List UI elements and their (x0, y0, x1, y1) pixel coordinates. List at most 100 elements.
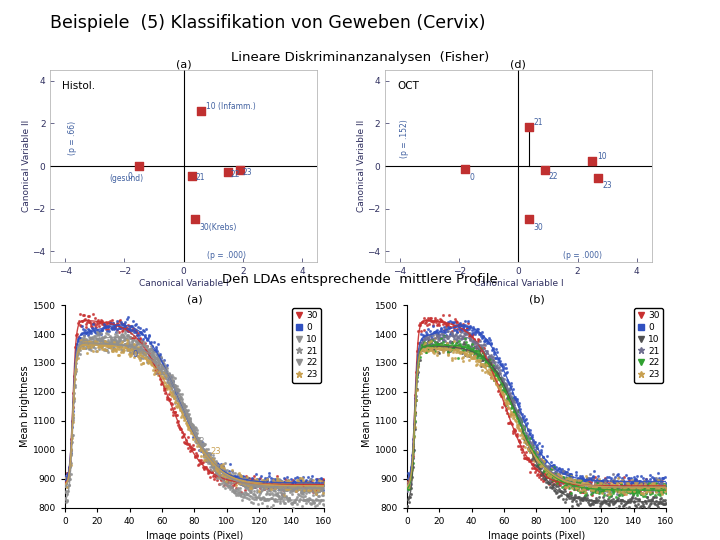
Point (572, 475, 583, 484)
Point (101, 340, 112, 349)
Point (240, 480, 251, 489)
Point (484, 359, 495, 367)
Point (118, 319, 130, 328)
Point (438, 346, 449, 354)
Point (640, 488, 652, 497)
Point (170, 393, 181, 401)
Point (288, 484, 300, 492)
Point (89, 338, 100, 347)
Point (251, 479, 263, 488)
Point (649, 480, 661, 489)
Point (182, 417, 194, 426)
Point (418, 343, 429, 352)
Point (554, 471, 566, 480)
Point (91, 338, 102, 346)
Point (660, 498, 672, 507)
Point (251, 477, 262, 486)
Point (288, 482, 300, 491)
Point (461, 345, 472, 354)
Point (168, 394, 180, 402)
Point (472, 325, 484, 334)
Point (117, 346, 128, 354)
Point (305, 482, 317, 491)
Point (66, 446, 77, 454)
Point (597, 485, 608, 494)
Point (479, 334, 490, 343)
Point (402, 482, 413, 491)
Point (644, 483, 656, 491)
Point (74, 349, 86, 358)
Point (616, 483, 627, 491)
Point (210, 470, 222, 478)
Point (460, 325, 472, 334)
Point (109, 322, 121, 330)
Point (96, 318, 107, 326)
Point (482, 338, 494, 347)
Point (85, 326, 96, 335)
Point (576, 485, 588, 494)
Point (194, 437, 205, 445)
Point (629, 487, 640, 495)
Point (464, 345, 475, 353)
Point (595, 480, 606, 489)
Point (264, 478, 276, 487)
Point (213, 464, 225, 473)
Point (540, 457, 552, 466)
Point (300, 491, 311, 500)
Point (270, 481, 282, 490)
Point (642, 485, 654, 494)
Point (170, 386, 181, 395)
Point (177, 409, 189, 417)
Point (274, 499, 286, 508)
Point (94, 318, 106, 326)
Point (618, 496, 629, 505)
Point (96, 330, 107, 339)
Point (402, 502, 413, 510)
Point (477, 353, 488, 361)
Point (262, 474, 274, 483)
Point (293, 481, 305, 489)
Point (482, 339, 493, 348)
Point (264, 472, 275, 481)
Point (117, 323, 129, 332)
Point (122, 326, 133, 335)
Point (60, 482, 71, 491)
Point (615, 476, 626, 485)
Point (660, 483, 671, 491)
Point (300, 498, 312, 507)
Point (298, 481, 310, 490)
Point (507, 413, 518, 422)
Point (199, 448, 211, 456)
Point (464, 323, 476, 332)
Point (233, 477, 244, 486)
Point (122, 341, 134, 349)
Point (59, 481, 71, 489)
Point (86, 328, 97, 337)
Point (110, 321, 122, 329)
Point (132, 322, 143, 331)
Point (217, 468, 228, 476)
Point (649, 480, 660, 488)
Point (568, 480, 580, 489)
Point (478, 362, 490, 370)
Point (491, 380, 503, 388)
Point (444, 338, 456, 346)
Point (134, 350, 145, 359)
Point (490, 358, 501, 367)
Point (509, 426, 521, 435)
Point (583, 483, 595, 492)
Point (114, 340, 126, 348)
Point (598, 478, 609, 487)
Point (646, 473, 657, 482)
Point (649, 481, 660, 489)
Point (564, 471, 575, 480)
Point (103, 342, 114, 351)
Point (153, 370, 165, 379)
Point (119, 318, 130, 326)
Point (145, 345, 157, 353)
Point (624, 486, 635, 495)
Point (292, 482, 303, 490)
Point (636, 481, 648, 490)
Point (303, 488, 315, 497)
Point (430, 327, 441, 336)
